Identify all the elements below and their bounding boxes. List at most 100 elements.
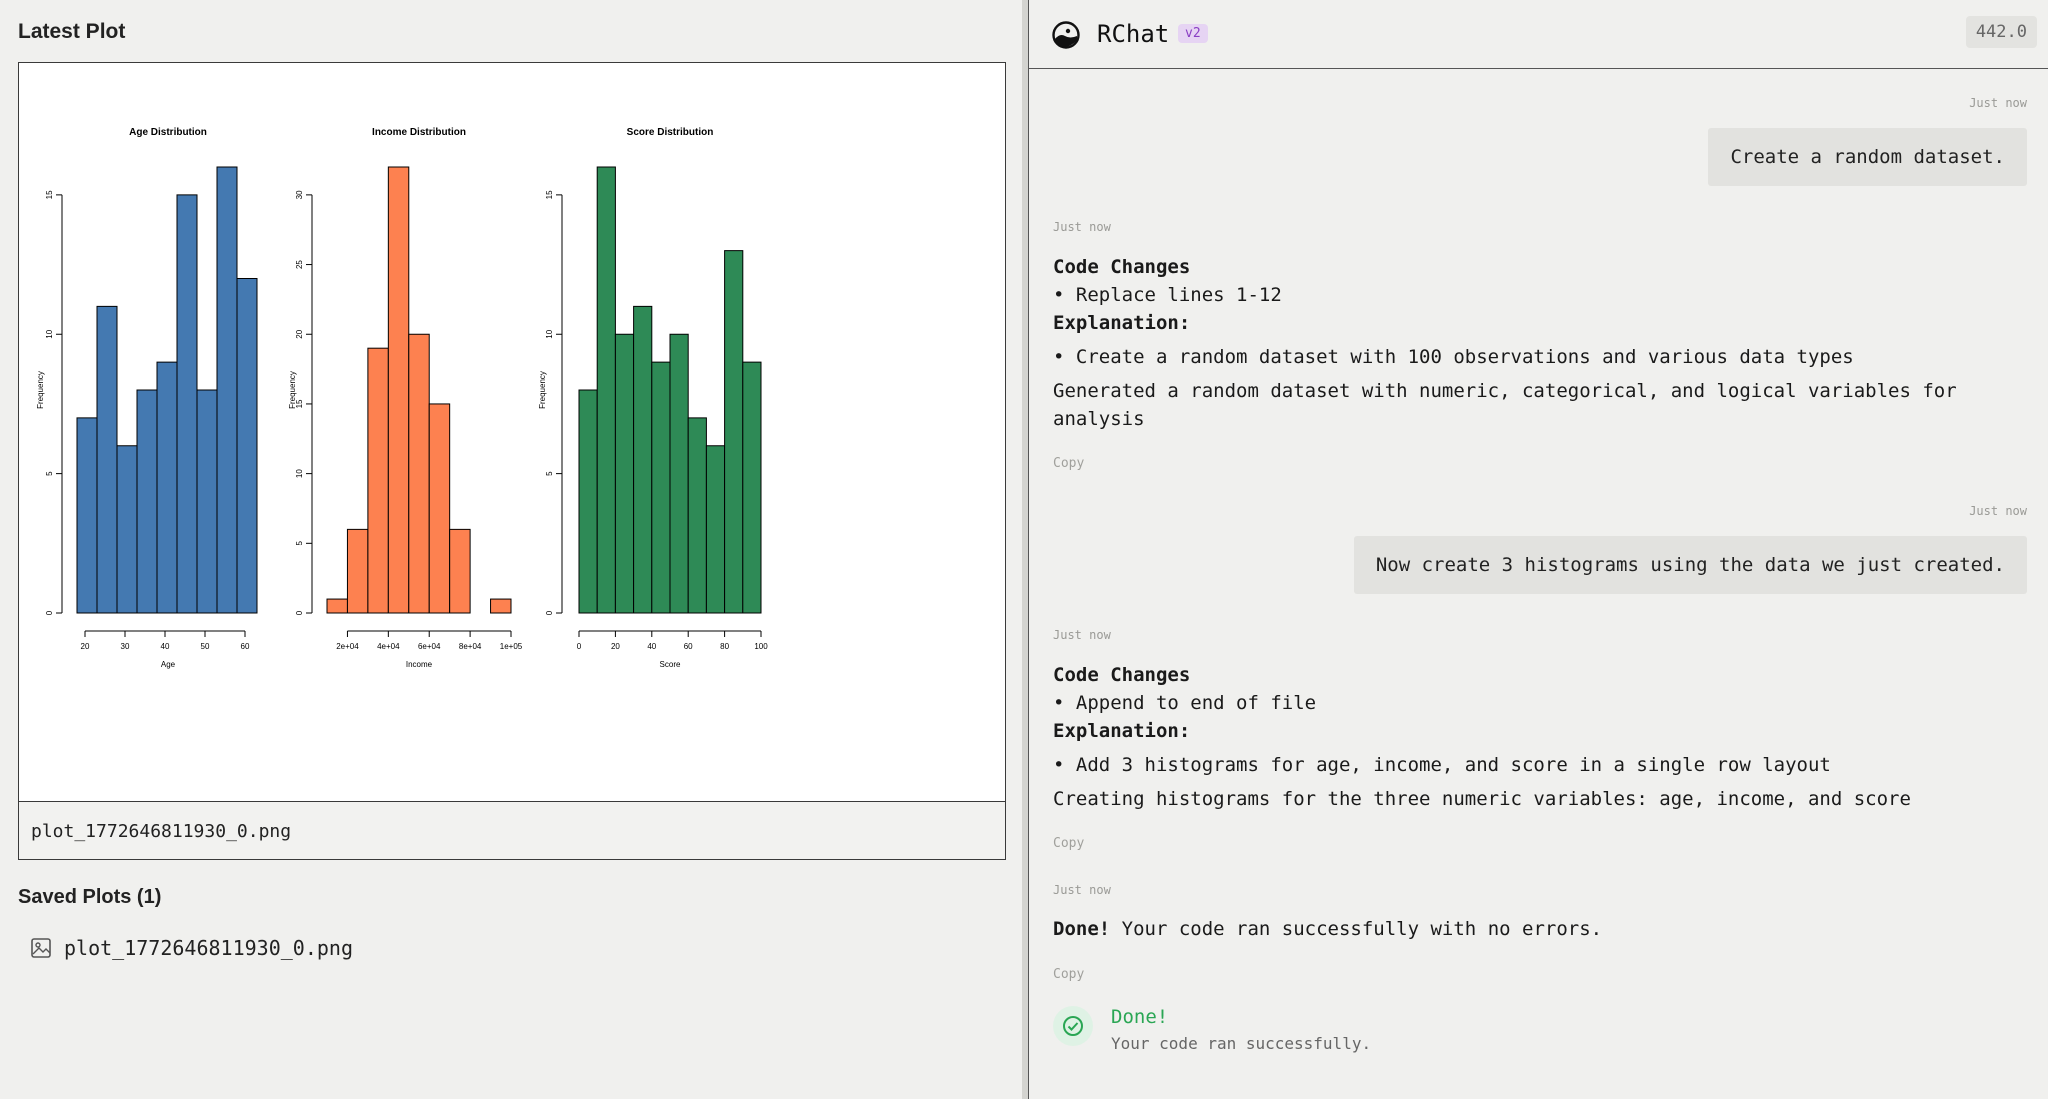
- x-tick-label: 2e+04: [336, 642, 359, 651]
- y-tick-label: 10: [545, 329, 554, 338]
- saved-plot-item[interactable]: plot_1772646811930_0.png: [30, 936, 353, 960]
- assistant-message: Done! Your code ran successfully with no…: [1053, 918, 1602, 940]
- x-tick-label: 50: [201, 642, 210, 651]
- y-tick-label: 0: [45, 610, 54, 615]
- x-tick-label: 60: [684, 642, 693, 651]
- histogram-bar: [236, 278, 258, 614]
- user-message: Create a random dataset.: [1708, 128, 2027, 186]
- x-tick-label: 6e+04: [418, 642, 441, 651]
- code-changes-heading: Code Changes: [1053, 256, 1191, 278]
- y-tick-label: 5: [545, 471, 554, 476]
- x-tick-label: 40: [647, 642, 656, 651]
- histogram-bar: [724, 250, 744, 614]
- histogram-bar: [687, 417, 707, 614]
- latest-plot-title: Latest Plot: [18, 20, 126, 43]
- copy-button[interactable]: Copy: [1053, 456, 1085, 471]
- plot-image: Age Distribution 0 5 10 15 Frequency 20 30 40 50 6…: [19, 63, 1005, 802]
- message-timestamp: Just now: [1969, 96, 2027, 110]
- y-tick-label: 5: [45, 471, 54, 476]
- plot-panel: Latest Plot Age Distribution 0 5 10 15 Freque…: [18, 0, 1028, 1099]
- app-title: RChat: [1097, 20, 1170, 48]
- histogram-bar: [614, 333, 635, 614]
- plot-filename: plot_1772646811930_0.png: [31, 821, 292, 842]
- x-tick-label: 8e+04: [459, 642, 482, 651]
- y-tick-label: 20: [295, 329, 304, 338]
- message-timestamp: Just now: [1053, 883, 1111, 897]
- rchat-logo-icon: [1052, 21, 1080, 49]
- histogram-bar: [669, 333, 689, 614]
- x-tick-label: 0: [577, 642, 582, 651]
- x-tick-label: 100: [754, 642, 768, 651]
- counter-badge: 442.0: [1965, 16, 2037, 48]
- image-icon: [31, 938, 51, 958]
- histogram-bar: [705, 445, 726, 614]
- check-circle-icon: [1053, 1006, 1093, 1046]
- histogram-bar: [326, 598, 348, 614]
- y-axis-label: Frequency: [538, 371, 547, 409]
- y-tick-label: 15: [295, 399, 304, 408]
- histogram-bar: [156, 361, 178, 614]
- histogram-bar: [449, 528, 471, 614]
- explanation-label: Explanation:: [1053, 312, 1191, 334]
- saved-plots-title: Saved Plots (1): [18, 886, 162, 908]
- histogram-bar: [96, 305, 118, 614]
- histogram-bar: [136, 389, 158, 614]
- y-tick-label: 10: [45, 329, 54, 338]
- histogram-bar: [490, 598, 512, 614]
- saved-plot-name: plot_1772646811930_0.png: [64, 936, 353, 960]
- assistant-message: Code Changes • Append to end of file Exp…: [1053, 661, 2028, 813]
- histogram-bar: [742, 361, 762, 614]
- histogram-bar: [408, 333, 430, 614]
- chat-header: RChat v2 442.0: [1029, 0, 2048, 69]
- y-tick-label: 0: [295, 610, 304, 615]
- copy-button[interactable]: Copy: [1053, 836, 1085, 851]
- y-axis-label: Frequency: [36, 371, 45, 409]
- y-tick-label: 5: [295, 541, 304, 546]
- y-tick-label: 0: [545, 610, 554, 615]
- histogram-bar: [651, 361, 671, 614]
- chart-title: Score Distribution: [627, 127, 714, 138]
- histogram-bar: [578, 389, 598, 614]
- version-badge: v2: [1178, 24, 1208, 43]
- x-axis-label: Age: [161, 660, 176, 669]
- change-item: • Append to end of file: [1053, 692, 1317, 714]
- y-tick-label: 15: [45, 190, 54, 199]
- x-tick-label: 20: [81, 642, 90, 651]
- done-text: Your code ran successfully with no error…: [1110, 918, 1603, 940]
- histogram-bar: [367, 347, 389, 614]
- x-axis-label: Score: [660, 660, 681, 669]
- histogram-bar: [633, 305, 653, 614]
- histogram-bar: [116, 445, 138, 614]
- histogram-bar: [176, 194, 198, 614]
- success-status: Done! Your code ran successfully.: [1053, 1006, 1371, 1053]
- histogram-bar: [387, 166, 410, 614]
- y-tick-label: 25: [295, 260, 304, 269]
- explanation-bullet: • Create a random dataset with 100 obser…: [1053, 346, 1854, 368]
- x-tick-label: 40: [161, 642, 170, 651]
- x-tick-label: 20: [611, 642, 620, 651]
- code-changes-heading: Code Changes: [1053, 664, 1191, 686]
- success-title: Done!: [1111, 1006, 1169, 1028]
- message-timestamp: Just now: [1053, 628, 1111, 642]
- chart-title: Age Distribution: [129, 127, 207, 138]
- y-axis-label: Frequency: [288, 371, 297, 409]
- histogram-bar: [76, 417, 98, 614]
- plot-viewer: Age Distribution 0 5 10 15 Frequency 20 30 40 50 6…: [18, 62, 1006, 860]
- x-tick-label: 30: [121, 642, 130, 651]
- copy-button[interactable]: Copy: [1053, 967, 1085, 982]
- chat-panel: RChat v2 442.0 Just now Create a random …: [1028, 0, 2048, 1099]
- explanation-text: Generated a random dataset with numeric,…: [1053, 380, 1957, 430]
- user-message: Now create 3 histograms using the data w…: [1353, 536, 2027, 594]
- x-tick-label: 1e+05: [500, 642, 523, 651]
- histogram-bar: [346, 528, 369, 614]
- x-tick-label: 4e+04: [377, 642, 400, 651]
- success-subtitle: Your code ran successfully.: [1111, 1034, 1372, 1053]
- x-axis-label: Income: [406, 660, 433, 669]
- change-item: • Replace lines 1-12: [1053, 284, 1282, 306]
- message-timestamp: Just now: [1053, 220, 1111, 234]
- explanation-bullet: • Add 3 histograms for age, income, and …: [1053, 754, 1831, 776]
- y-tick-label: 15: [545, 190, 554, 199]
- histogram-bar: [216, 166, 238, 614]
- message-timestamp: Just now: [1969, 504, 2027, 518]
